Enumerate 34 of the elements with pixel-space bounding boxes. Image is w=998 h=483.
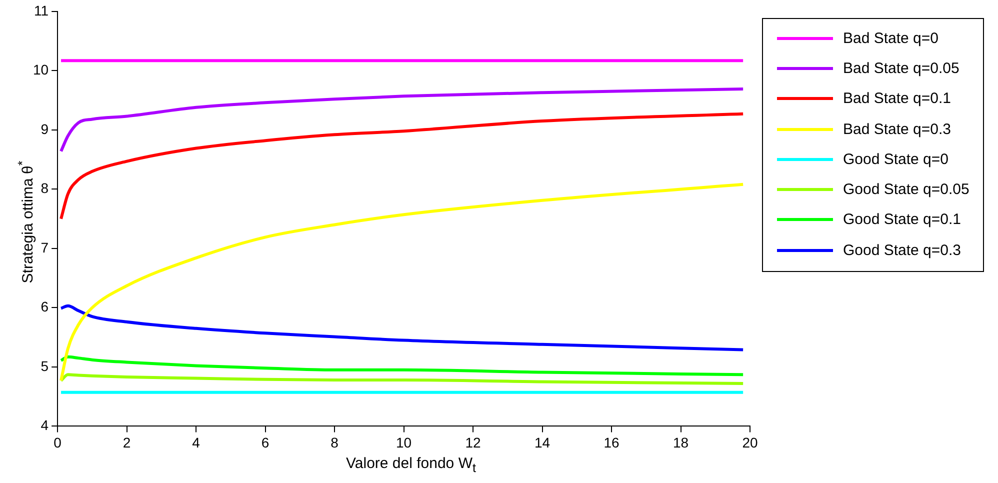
x-tick-label: 6 — [261, 434, 270, 450]
legend-label: Good State q=0.05 — [843, 181, 970, 198]
x-tick-label: 16 — [604, 434, 620, 450]
x-tick-label: 0 — [54, 434, 62, 450]
legend-label: Good State q=0.3 — [843, 242, 962, 259]
y-tick-label: 7 — [40, 239, 49, 256]
x-tick-label: 4 — [192, 434, 200, 450]
legend-label: Bad State q=0.1 — [843, 90, 952, 108]
x-tick-label: 18 — [672, 434, 689, 450]
y-tick-label: 9 — [40, 120, 49, 137]
y-tick-label: 11 — [34, 2, 49, 18]
x-tick-label: 14 — [534, 434, 550, 450]
x-tick-label: 2 — [122, 434, 131, 450]
line-series — [60, 112, 745, 220]
y-tick-label: 8 — [40, 180, 49, 196]
legend-label: Good State q=0 — [843, 150, 948, 168]
y-tick-label: 4 — [40, 417, 49, 434]
x-tick-label: 12 — [465, 434, 482, 450]
line-series — [60, 355, 745, 376]
line-series — [60, 304, 745, 352]
x-tick-label: 20 — [742, 434, 758, 450]
x-tick-label: 10 — [396, 434, 412, 450]
legend-label: Good State q=0.1 — [843, 211, 962, 228]
legend-label: Bad State q=0.05 — [843, 60, 960, 77]
x-axis-title: Valore del fondo W$_{t}$ — [345, 455, 477, 475]
line-series — [60, 88, 745, 153]
y-tick-label: 5 — [40, 358, 49, 374]
legend-label: Bad State q=0.3 — [843, 120, 952, 138]
line-series — [60, 182, 745, 382]
y-tick-label: 6 — [40, 298, 49, 315]
y-tick-label: 10 — [32, 62, 49, 78]
legend-label: Bad State q=0 — [843, 30, 938, 47]
line-series — [60, 373, 745, 386]
x-tick-label: 8 — [330, 434, 339, 450]
